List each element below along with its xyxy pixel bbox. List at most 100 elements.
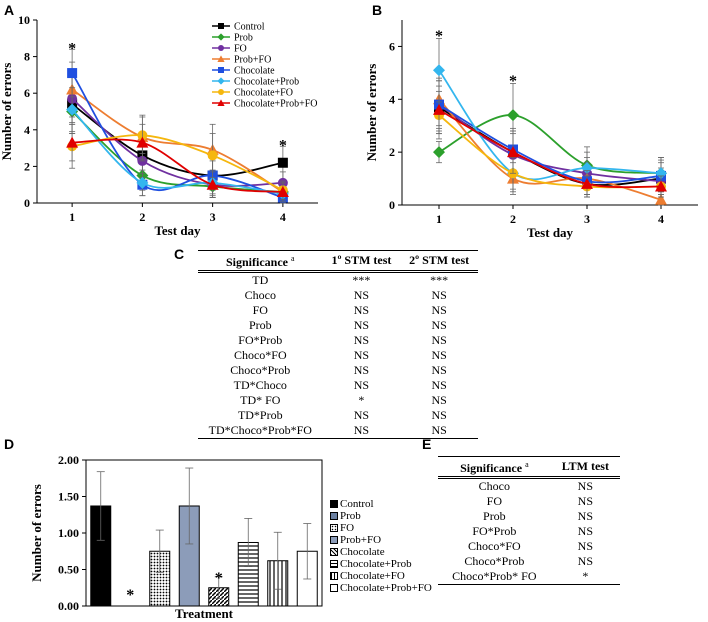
data-point [507, 146, 519, 158]
x-axis-label: Test day [154, 223, 201, 238]
significance-cell: NS [431, 288, 447, 302]
legend-marker [217, 77, 225, 85]
series-line [72, 138, 283, 193]
table-row: FO NS [438, 494, 620, 509]
table-row: TD*Choco NS NS [198, 378, 478, 393]
x-tick-label: 4 [280, 210, 286, 224]
data-point [433, 103, 445, 115]
x-tick-label: 1 [69, 210, 75, 224]
series-chocolate-prob-fo [433, 85, 667, 198]
legend-item: Prob+FO [330, 534, 432, 546]
y-tick-label: 0 [24, 196, 30, 210]
panel-label-e: E [422, 436, 432, 452]
significance-cell: NS [353, 363, 370, 377]
x-tick-label: 2 [510, 212, 516, 226]
legend-item: Chocolate+FO [330, 570, 432, 582]
significance-cell: NS [353, 408, 370, 422]
legend-item: Chocolate+Prob [330, 558, 432, 570]
significance-cell: NS [353, 423, 370, 437]
significance-cell: NS [353, 378, 370, 392]
effect-cell: Choco*Prob* FO [452, 569, 537, 583]
legend-marker [218, 45, 224, 52]
y-tick-label: 6 [389, 39, 395, 53]
legend-swatch [330, 524, 338, 532]
legend-marker [217, 55, 225, 62]
x-tick-label: 3 [584, 212, 590, 226]
significance-cell: * [582, 569, 589, 583]
data-point [206, 178, 219, 190]
y-tick-label: 10 [18, 13, 30, 27]
data-point [136, 136, 149, 148]
table-row: FO*Prob NS [438, 524, 620, 539]
significance-cell: NS [431, 363, 447, 377]
legend-marker [218, 23, 224, 29]
data-point [655, 180, 667, 192]
significance-cell: NS [353, 288, 370, 302]
significance-cell: NS [353, 303, 370, 317]
significance-cell: NS [431, 318, 447, 332]
legend-label: FO [234, 44, 247, 55]
data-point [136, 176, 149, 189]
significance-cell: NS [431, 408, 447, 422]
significance-asterisk: * [279, 138, 287, 155]
legend-swatch [330, 560, 338, 568]
table-row: Choco*Prob NS NS [198, 363, 478, 378]
data-point [581, 177, 593, 189]
legend-swatch [330, 536, 338, 544]
series-line [438, 69, 662, 181]
legend-label: Control [234, 22, 265, 33]
header-significance: Significance a [226, 254, 295, 269]
significance-cell: NS [431, 303, 447, 317]
legend-label: Control [340, 498, 374, 510]
y-tick-label: 0.00 [58, 599, 79, 613]
effect-cell: TD [252, 273, 269, 287]
significance-cell: *** [352, 273, 371, 287]
panel-label-d: D [4, 436, 15, 452]
y-axis-label: Number of errors [29, 484, 44, 582]
legend-label: Prob [234, 33, 253, 44]
y-tick-label: 4 [24, 123, 30, 137]
y-tick-label: 0.50 [58, 563, 79, 577]
effect-cell: FO*Prob [472, 524, 517, 538]
legend-label: Chocolate+Prob+FO [234, 99, 318, 110]
legend-label: Chocolate [234, 66, 275, 77]
panel-label-a: A [4, 2, 15, 18]
significance-cell: NS [577, 494, 594, 508]
series-line [71, 72, 284, 199]
y-tick-label: 8 [24, 50, 30, 64]
effect-cell: Choco*Prob [230, 363, 291, 377]
significance-cell: NS [353, 333, 370, 347]
significance-asterisk: * [435, 28, 443, 45]
significance-cell: NS [431, 333, 447, 347]
legend-marker [218, 89, 224, 95]
data-point [433, 64, 445, 77]
data-point [433, 146, 445, 159]
legend-item: Chocolate+Prob+FO [330, 582, 432, 594]
legend-item: FO [330, 522, 432, 534]
significance-cell: NS [577, 539, 594, 553]
table-row: TD*Choco*Prob*FO NS NS [198, 423, 478, 439]
x-axis-label: Test day [527, 225, 574, 240]
legend-label: Chocolate+FO [340, 570, 405, 582]
effect-cell: Prob [483, 509, 506, 523]
significance-cell: NS [431, 348, 447, 362]
legend-label: FO [340, 522, 355, 534]
table-row: Choco*Prob* FO * [438, 569, 620, 585]
table-row: Choco*Prob NS [438, 554, 620, 569]
y-tick-label: 6 [24, 86, 30, 100]
legend-label: Chocolate+Prob [234, 77, 299, 88]
significance-cell: NS [577, 554, 594, 568]
significance-asterisk: * [215, 570, 223, 587]
table-row: FO*Prob NS NS [198, 333, 478, 348]
table-row: Choco*FO NS NS [198, 348, 478, 363]
effect-cell: Choco*Prob [464, 554, 525, 568]
data-point [277, 157, 288, 168]
header-significance: Significance a [460, 460, 529, 475]
legend-item: Chocolate [330, 546, 432, 558]
significance-asterisk: * [126, 587, 134, 604]
header-stm1: 1º STM test [331, 253, 392, 267]
legend-marker [218, 67, 224, 73]
significance-table-stm: Significance a 1º STM test 2º STM test T… [198, 250, 478, 439]
table-row: Prob NS NS [198, 318, 478, 333]
